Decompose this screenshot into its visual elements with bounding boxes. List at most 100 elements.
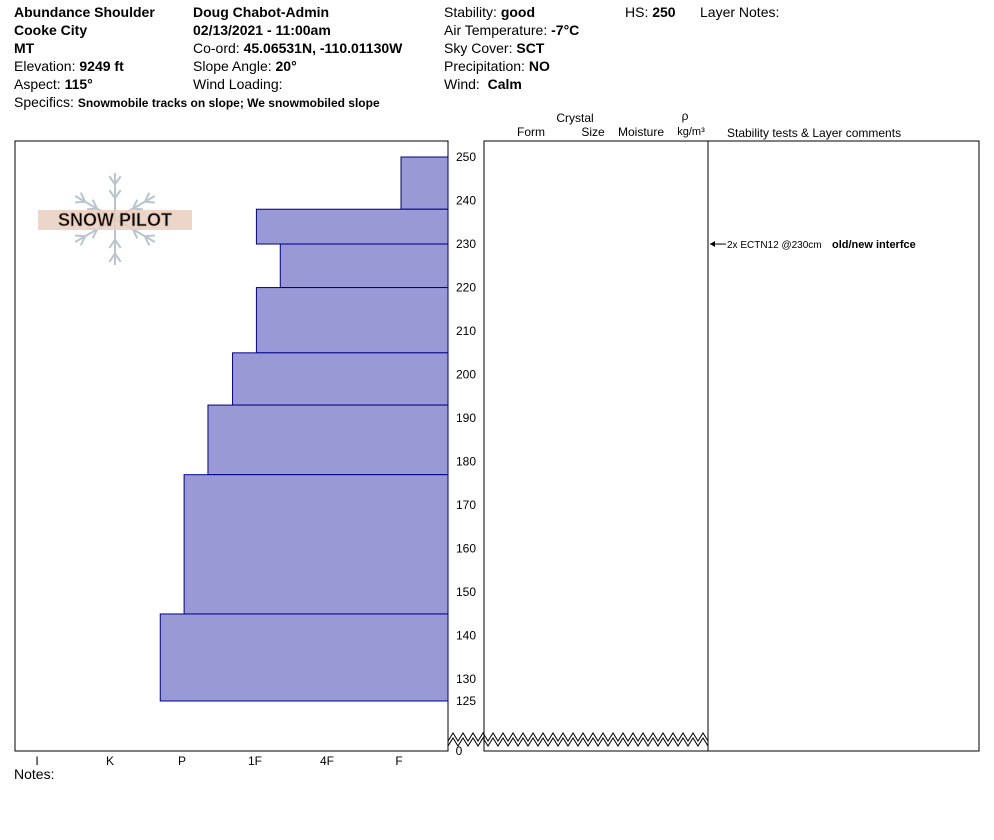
hs: HS: 250 — [625, 3, 676, 21]
air-temp-label: Air Temperature: — [444, 22, 548, 38]
coordinates: Co-ord: 45.06531N, -110.01130W — [193, 39, 402, 57]
snowflake-branch — [114, 175, 122, 186]
stability: Stability: good — [444, 3, 535, 21]
aspect-value: 115° — [64, 76, 93, 92]
coord-value: 45.06531N, -110.01130W — [243, 40, 403, 56]
observation-datetime: 02/13/2021 - 11:00am — [193, 22, 331, 38]
density-unit-header: kg/m³ — [677, 126, 705, 138]
air-temp-value: -7°C — [551, 22, 580, 38]
snowflake-branch — [75, 234, 86, 238]
height-tick-label: 170 — [456, 498, 476, 512]
hardness-tick-label: 1F — [248, 754, 262, 768]
state-name: MT — [14, 40, 35, 56]
height-tick-label: 180 — [456, 455, 476, 469]
height-tick-label: 220 — [456, 281, 476, 295]
snowflake-branch — [132, 199, 139, 210]
snowflake-branch — [108, 189, 116, 199]
hardness-bar — [279, 243, 449, 289]
aspect: Aspect: 115° — [14, 75, 93, 93]
hardness-bar — [207, 404, 449, 476]
stability-label: Stability: — [444, 4, 497, 20]
layer-comment: old/new interfce — [832, 239, 916, 251]
axis-break-zigzag — [447, 732, 709, 742]
snowflake-branch — [75, 200, 86, 204]
coord-label: Co-ord: — [193, 40, 240, 56]
height-tick-label: 200 — [456, 368, 476, 382]
snowflake-branch — [108, 239, 116, 249]
height-tick-label: 240 — [456, 194, 476, 208]
snowflake-branch — [79, 235, 87, 246]
height-tick-label: 190 — [456, 411, 476, 425]
snowpilot-logo: SNOW PILOT — [38, 173, 192, 265]
hardness-bar — [255, 287, 449, 354]
elevation: Elevation: 9249 ft — [14, 57, 124, 75]
hardness-bar — [255, 208, 449, 245]
snowflake-branch — [91, 228, 98, 239]
moisture-header: Moisture — [618, 125, 664, 139]
hs-label: HS: — [625, 4, 649, 20]
wind: Wind: Calm — [444, 75, 522, 93]
snowflake-branch — [143, 192, 151, 203]
precip-label: Precipitation: — [444, 58, 525, 74]
layer-notes-label: Layer Notes: — [700, 4, 780, 20]
observer-name: Doug Chabot-Admin — [193, 4, 330, 20]
height-tick-label: 150 — [456, 585, 476, 599]
height-tick-label: 130 — [456, 672, 476, 686]
snowflake-branch — [114, 239, 122, 249]
specifics: Specifics: Snowmobile tracks on slope; W… — [14, 93, 380, 112]
height-tick-label: 125 — [456, 694, 476, 708]
precip-value: NO — [528, 58, 550, 74]
axis-break-label: 0 — [456, 744, 463, 758]
sky-value: SCT — [516, 40, 545, 56]
height-tick-label: 160 — [456, 542, 476, 556]
wind-value: Calm — [487, 76, 522, 92]
snowflake-branch — [132, 207, 143, 211]
form-header: Form — [517, 125, 545, 139]
slope-angle: Slope Angle: 20° — [193, 57, 297, 75]
wind-loading-label: Wind Loading: — [193, 76, 283, 92]
hardness-bar — [232, 352, 449, 406]
air-temperature: Air Temperature: -7°C — [444, 21, 579, 39]
axis-break-zigzag — [447, 737, 709, 747]
location-name: Abundance Shoulder — [14, 4, 155, 20]
slope-value: 20° — [275, 58, 297, 74]
hardness-tick-label: K — [106, 754, 114, 768]
elevation-value: 9249 ft — [79, 58, 124, 74]
snowflake-branch — [108, 175, 116, 186]
wind-label: Wind: — [444, 76, 480, 92]
snowflake-branch — [132, 228, 139, 239]
height-tick-label: 230 — [456, 237, 476, 251]
stability-value: good — [500, 4, 536, 20]
snowflake-branch — [144, 200, 155, 204]
snowflake-branch — [114, 189, 122, 199]
snowflake-branch — [79, 192, 87, 203]
height-tick-label: 210 — [456, 324, 476, 338]
hardness-bar — [159, 613, 449, 702]
slope-label: Slope Angle: — [193, 58, 272, 74]
specifics-label: Specifics: — [14, 94, 74, 110]
area-name: Cooke City — [14, 22, 88, 38]
comments-frame — [707, 140, 980, 752]
snowflake-branch — [87, 207, 98, 211]
snowflake-branch — [91, 199, 98, 210]
hardness-bar — [400, 156, 449, 210]
height-tick-label: 140 — [456, 629, 476, 643]
size-header: Size — [581, 125, 605, 139]
hardness-tick-label: F — [395, 754, 402, 768]
hardness-tick-label: P — [178, 754, 186, 768]
specifics-value: Snowmobile tracks on slope; We snowmobil… — [77, 96, 380, 110]
snowflake-branch — [143, 235, 151, 246]
logo-text: SNOW PILOT — [58, 210, 172, 230]
snowflake-branch — [108, 252, 116, 263]
aspect-label: Aspect: — [14, 76, 61, 92]
sky-label: Sky Cover: — [444, 40, 513, 56]
hardness-tick-label: I — [35, 754, 38, 768]
logo-band — [38, 210, 192, 230]
hs-value: 250 — [652, 4, 676, 20]
stability-tests-header: Stability tests & Layer comments — [727, 126, 901, 140]
precipitation: Precipitation: NO — [444, 57, 550, 75]
hardness-bar — [183, 474, 449, 615]
hardness-tick-label: 4F — [320, 754, 334, 768]
elevation-label: Elevation: — [14, 58, 76, 74]
